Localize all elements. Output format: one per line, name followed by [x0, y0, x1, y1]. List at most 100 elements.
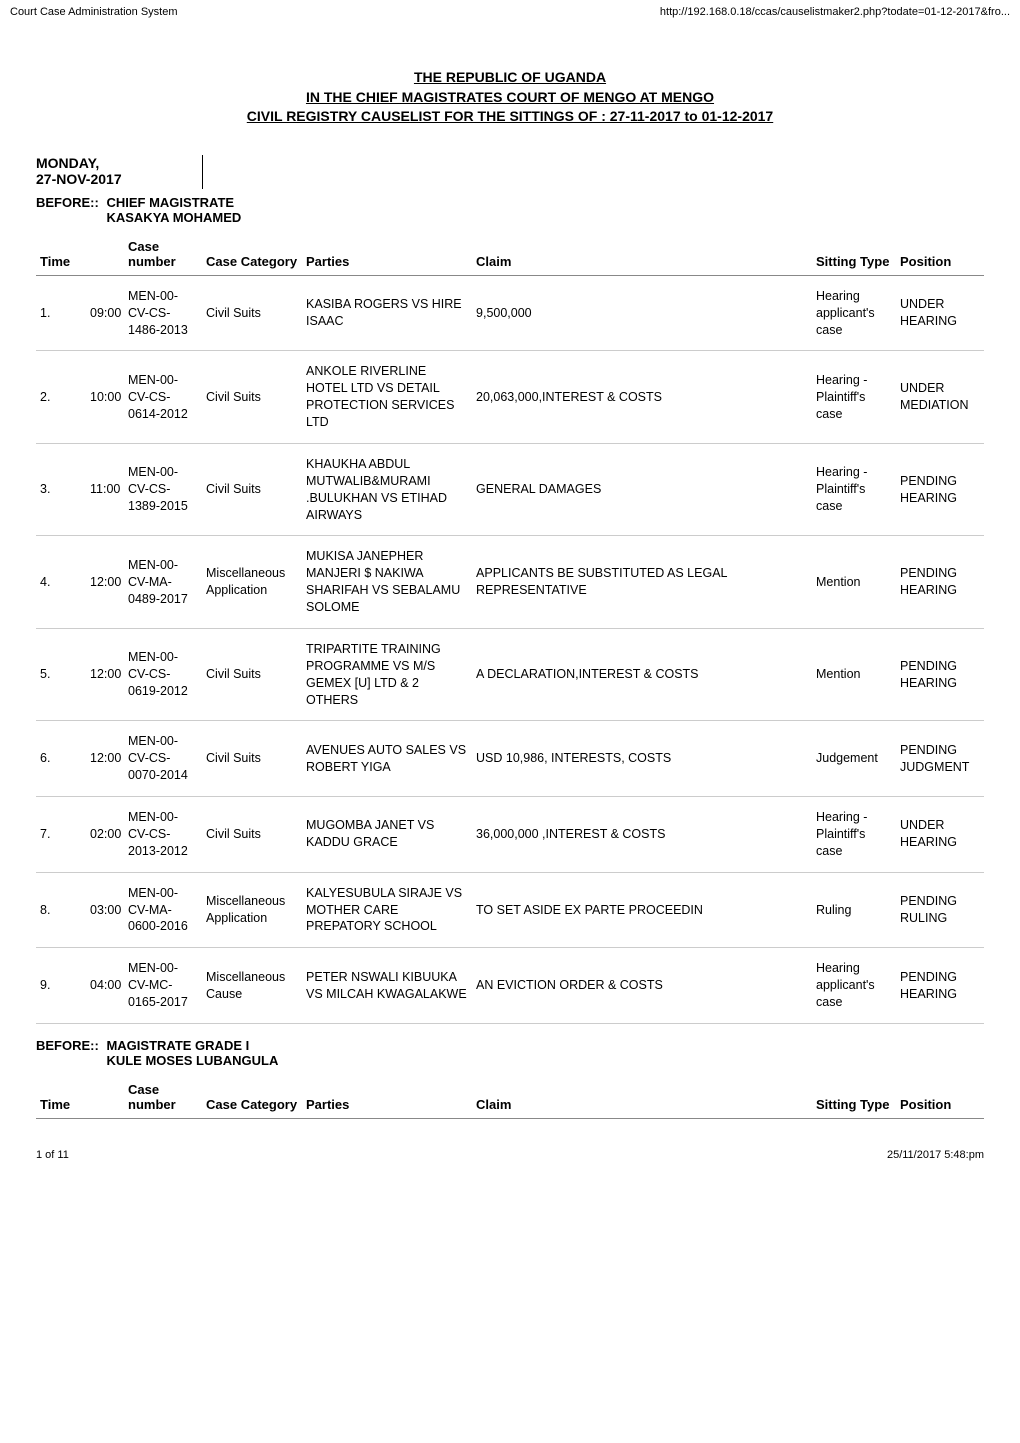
row-case-number: MEN-00-CV-CS-1486-2013	[124, 275, 202, 351]
row-sitting: Mention	[812, 628, 896, 721]
magistrate-title-2: MAGISTRATE GRADE I	[106, 1038, 278, 1053]
col-claim: Claim	[472, 1076, 812, 1119]
row-time: 02:00	[86, 797, 124, 873]
page-url: http://192.168.0.18/ccas/causelistmaker2…	[660, 6, 1010, 18]
row-claim: 20,063,000,INTEREST & COSTS	[472, 351, 812, 444]
table-row: 7.02:00MEN-00-CV-CS-2013-2012Civil Suits…	[36, 797, 984, 873]
header-line-3: CIVIL REGISTRY CAUSELIST FOR THE SITTING…	[36, 107, 984, 127]
row-claim: USD 10,986, INTERESTS, COSTS	[472, 721, 812, 797]
row-index: 5.	[36, 628, 86, 721]
row-claim: 36,000,000 ,INTEREST & COSTS	[472, 797, 812, 873]
page-indicator: 1 of 11	[36, 1149, 69, 1161]
row-index: 3.	[36, 443, 86, 536]
causelist-table-1: Time Case number Case Category Parties C…	[36, 233, 984, 1024]
row-case-number: MEN-00-CV-CS-1389-2015	[124, 443, 202, 536]
row-category: Civil Suits	[202, 443, 302, 536]
table-row: 1.09:00MEN-00-CV-CS-1486-2013Civil Suits…	[36, 275, 984, 351]
row-category: Civil Suits	[202, 628, 302, 721]
col-parties: Parties	[302, 1076, 472, 1119]
row-index: 7.	[36, 797, 86, 873]
row-sitting: Ruling	[812, 872, 896, 948]
row-time: 11:00	[86, 443, 124, 536]
row-category: Miscellaneous Application	[202, 536, 302, 629]
col-time: Time	[36, 233, 124, 276]
row-claim: GENERAL DAMAGES	[472, 443, 812, 536]
row-case-number: MEN-00-CV-CS-0070-2014	[124, 721, 202, 797]
col-time: Time	[36, 1076, 124, 1119]
col-claim: Claim	[472, 233, 812, 276]
table-row: 3.11:00MEN-00-CV-CS-1389-2015Civil Suits…	[36, 443, 984, 536]
row-parties: AVENUES AUTO SALES VS ROBERT YIGA	[302, 721, 472, 797]
magistrate-title-1: CHIEF MAGISTRATE	[106, 195, 241, 210]
col-sitting: Sitting Type	[812, 233, 896, 276]
row-parties: MUKISA JANEPHER MANJERI $ NAKIWA SHARIFA…	[302, 536, 472, 629]
row-position: PENDING HEARING	[896, 443, 984, 536]
row-position: PENDING HEARING	[896, 628, 984, 721]
row-position: PENDING JUDGMENT	[896, 721, 984, 797]
row-sitting: Hearing applicant's case	[812, 275, 896, 351]
col-case: Case number	[124, 1076, 202, 1119]
row-parties: KHAUKHA ABDUL MUTWALIB&MURAMI .BULUKHAN …	[302, 443, 472, 536]
col-position: Position	[896, 233, 984, 276]
col-position: Position	[896, 1076, 984, 1119]
row-case-number: MEN-00-CV-CS-0619-2012	[124, 628, 202, 721]
row-sitting: Judgement	[812, 721, 896, 797]
row-position: PENDING HEARING	[896, 948, 984, 1024]
magistrate-name-1: KASAKYA MOHAMED	[106, 210, 241, 225]
before-label-2: BEFORE::	[36, 1038, 99, 1053]
row-sitting: Hearing - Plaintiff's case	[812, 443, 896, 536]
row-index: 8.	[36, 872, 86, 948]
row-time: 03:00	[86, 872, 124, 948]
row-sitting: Hearing applicant's case	[812, 948, 896, 1024]
row-time: 12:00	[86, 536, 124, 629]
table-header-row: Time Case number Case Category Parties C…	[36, 233, 984, 276]
header-line-1: THE REPUBLIC OF UGANDA	[36, 68, 984, 88]
table-row: 2.10:00MEN-00-CV-CS-0614-2012Civil Suits…	[36, 351, 984, 444]
row-category: Civil Suits	[202, 351, 302, 444]
row-parties: MUGOMBA JANET VS KADDU GRACE	[302, 797, 472, 873]
before-label: BEFORE::	[36, 195, 99, 210]
row-category: Civil Suits	[202, 797, 302, 873]
row-claim: 9,500,000	[472, 275, 812, 351]
row-time: 12:00	[86, 628, 124, 721]
row-time: 12:00	[86, 721, 124, 797]
row-index: 6.	[36, 721, 86, 797]
page-footer: 1 of 11 25/11/2017 5:48:pm	[36, 1149, 984, 1161]
col-category: Case Category	[202, 233, 302, 276]
header-line-2: IN THE CHIEF MAGISTRATES COURT OF MENGO …	[36, 88, 984, 108]
row-time: 09:00	[86, 275, 124, 351]
table-row: 6.12:00MEN-00-CV-CS-0070-2014Civil Suits…	[36, 721, 984, 797]
row-category: Civil Suits	[202, 721, 302, 797]
row-index: 2.	[36, 351, 86, 444]
row-category: Miscellaneous Cause	[202, 948, 302, 1024]
row-parties: KASIBA ROGERS VS HIRE ISAAC	[302, 275, 472, 351]
magistrate-name-2: KULE MOSES LUBANGULA	[106, 1053, 278, 1068]
row-position: PENDING RULING	[896, 872, 984, 948]
table-row: 4.12:00MEN-00-CV-MA-0489-2017Miscellaneo…	[36, 536, 984, 629]
row-index: 1.	[36, 275, 86, 351]
table-row: 8.03:00MEN-00-CV-MA-0600-2016Miscellaneo…	[36, 872, 984, 948]
row-claim: APPLICANTS BE SUBSTITUTED AS LEGAL REPRE…	[472, 536, 812, 629]
row-index: 4.	[36, 536, 86, 629]
row-case-number: MEN-00-CV-CS-2013-2012	[124, 797, 202, 873]
row-claim: AN EVICTION ORDER & COSTS	[472, 948, 812, 1024]
col-parties: Parties	[302, 233, 472, 276]
row-parties: PETER NSWALI KIBUUKA VS MILCAH KWAGALAKW…	[302, 948, 472, 1024]
row-sitting: Mention	[812, 536, 896, 629]
row-claim: A DECLARATION,INTEREST & COSTS	[472, 628, 812, 721]
table-header-row: Time Case number Case Category Parties C…	[36, 1076, 984, 1119]
row-parties: TRIPARTITE TRAINING PROGRAMME VS M/S GEM…	[302, 628, 472, 721]
row-position: UNDER HEARING	[896, 275, 984, 351]
system-title: Court Case Administration System	[10, 6, 178, 18]
row-sitting: Hearing - Plaintiff's case	[812, 351, 896, 444]
row-position: UNDER HEARING	[896, 797, 984, 873]
row-case-number: MEN-00-CV-MA-0600-2016	[124, 872, 202, 948]
row-parties: ANKOLE RIVERLINE HOTEL LTD VS DETAIL PRO…	[302, 351, 472, 444]
row-time: 10:00	[86, 351, 124, 444]
row-sitting: Hearing - Plaintiff's case	[812, 797, 896, 873]
weekday-label: MONDAY,	[36, 155, 122, 171]
before-block-2: BEFORE:: MAGISTRATE GRADE I KULE MOSES L…	[36, 1038, 984, 1068]
row-time: 04:00	[86, 948, 124, 1024]
document-header: THE REPUBLIC OF UGANDA IN THE CHIEF MAGI…	[36, 68, 984, 127]
row-claim: TO SET ASIDE EX PARTE PROCEEDIN	[472, 872, 812, 948]
